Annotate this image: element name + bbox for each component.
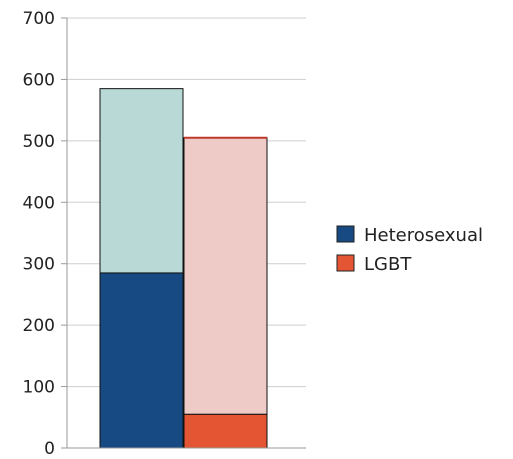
bar-heterosexual — [99, 272, 184, 449]
legend-swatch-heterosexual — [336, 225, 355, 243]
y-tick-label: 200 — [23, 316, 55, 336]
y-tick-label: 700 — [23, 9, 55, 29]
y-tick-label: 0 — [44, 439, 55, 459]
y-tick-label: 300 — [23, 255, 55, 275]
legend-swatch-lgbt — [336, 254, 355, 272]
y-tick-label: 400 — [23, 193, 55, 213]
bar-heterosexual-light — [99, 88, 184, 274]
y-tick-label: 500 — [23, 132, 55, 152]
y-tick-label: 100 — [23, 378, 55, 398]
bars — [99, 88, 268, 449]
axes: 0 100 200 300 400 500 600 700 — [23, 9, 306, 459]
legend-label-heterosexual: Heterosexual — [364, 225, 483, 246]
bar-lgbt — [183, 413, 268, 449]
y-tick-label: 600 — [23, 70, 55, 90]
legend-label-lgbt: LGBT — [364, 254, 412, 275]
bar-lgbt-light — [183, 137, 268, 415]
legend: Heterosexual LGBT — [336, 225, 483, 275]
